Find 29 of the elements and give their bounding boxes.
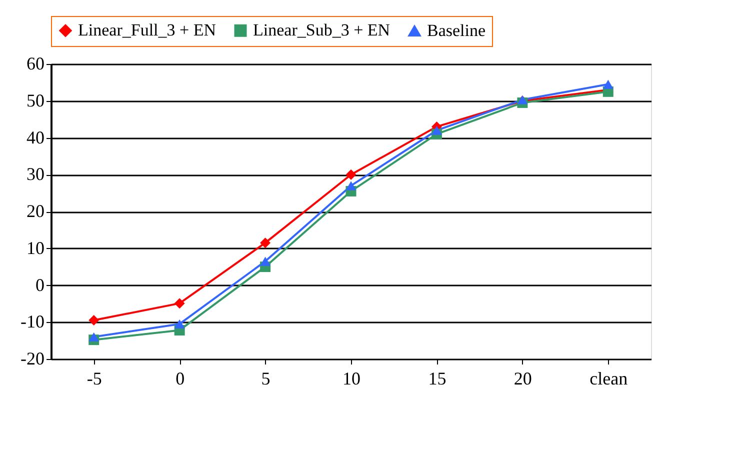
point [88,315,100,326]
point [260,238,271,248]
x-tick-label: 15 [428,368,446,388]
y-tick-label: 50 [26,90,44,110]
y-tick-label: 60 [26,54,44,74]
x-tick-label: 10 [342,368,360,388]
y-tick-label: -20 [20,348,44,368]
point [431,126,442,135]
legend-label: Linear_Full_3 + EN [78,20,216,40]
legend-label: Baseline [427,20,486,40]
legend-label: Linear_Sub_3 + EN [253,20,390,40]
y-tick-label: 30 [26,164,44,184]
y-tick-label: 20 [26,201,44,221]
point [260,256,271,266]
point [346,169,356,180]
y-tick-label: -10 [20,312,44,332]
point [346,181,356,190]
x-tick-label: 0 [176,368,185,388]
x-tick-label: 5 [261,368,270,388]
x-tick-label: -5 [86,368,102,388]
point [602,80,614,89]
y-tick-label: 0 [36,274,44,295]
y-tick-label: 40 [26,127,44,148]
point [88,332,100,342]
x-tick-label: clean [590,368,628,388]
point [174,298,185,309]
point [174,319,185,329]
x-tick-label: 20 [514,368,532,388]
y-tick-label: 10 [26,238,44,258]
